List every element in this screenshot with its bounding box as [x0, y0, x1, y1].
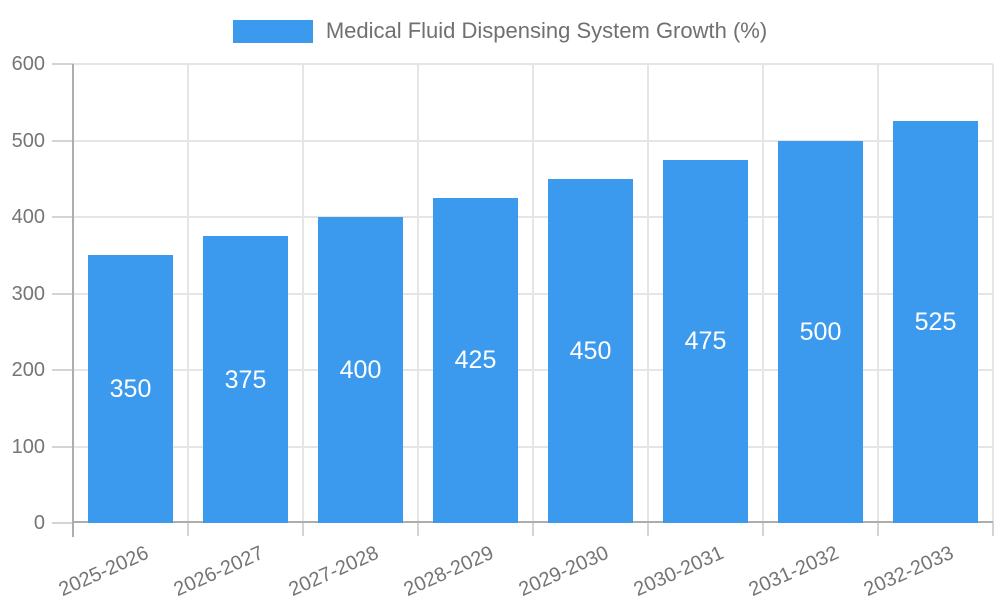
x-axis-tick	[877, 523, 879, 536]
bar[interactable]	[88, 255, 173, 523]
y-axis-tick	[52, 139, 73, 142]
y-axis-tick	[52, 292, 73, 295]
x-gridline	[647, 64, 649, 523]
y-axis-line	[72, 64, 74, 537]
x-gridline	[187, 64, 189, 523]
x-gridline	[762, 64, 764, 523]
bar[interactable]	[893, 121, 978, 523]
bar-value-label: 425	[454, 346, 497, 375]
y-axis-label: 100	[11, 435, 45, 458]
x-axis-tick	[647, 523, 649, 536]
x-axis-line	[73, 521, 993, 523]
y-axis-label: 300	[11, 282, 45, 305]
y-axis-label: 200	[11, 359, 45, 381]
bar-value-label: 450	[569, 336, 612, 365]
legend: Medical Fluid Dispensing System Growth (…	[0, 18, 1000, 44]
y-axis-tick	[52, 369, 73, 371]
x-axis-tick	[187, 523, 189, 536]
x-axis-tick	[302, 523, 304, 536]
legend-label[interactable]: Medical Fluid Dispensing System Growth (…	[325, 18, 768, 43]
x-gridline	[532, 64, 534, 523]
x-axis-tick	[417, 523, 419, 536]
x-axis-tick	[532, 523, 534, 536]
plot-area: 0 100 200 300 400 500 600 350 375 400 425 450 475 500…	[12, 53, 994, 600]
y-axis-label: 0	[33, 512, 45, 534]
bar[interactable]	[663, 159, 748, 523]
bar-value-label: 375	[224, 365, 267, 394]
y-axis-label: 600	[11, 53, 45, 75]
bar-value-label: 475	[684, 327, 727, 356]
bar[interactable]	[548, 178, 633, 523]
y-axis-tick	[52, 216, 73, 218]
bar[interactable]	[318, 217, 403, 523]
bar-value-label: 400	[339, 356, 382, 384]
bar[interactable]	[778, 140, 863, 523]
y-axis-label: 400	[11, 206, 45, 228]
bar-value-label: 350	[109, 375, 152, 404]
bar[interactable]	[433, 197, 518, 523]
x-gridline	[992, 64, 994, 523]
y-axis-label: 500	[11, 129, 45, 152]
x-axis-label: 2025-2026	[55, 542, 152, 600]
bar-value-label: 500	[799, 317, 842, 346]
x-axis-tick	[762, 523, 764, 536]
legend-swatch[interactable]	[232, 19, 313, 43]
x-axis-tick	[992, 523, 994, 536]
x-gridline	[302, 64, 304, 523]
x-gridline	[417, 64, 419, 523]
x-gridline	[877, 64, 879, 523]
bar-value-label: 525	[914, 308, 957, 337]
y-axis-tick	[52, 522, 73, 524]
bar[interactable]	[203, 236, 288, 523]
y-axis-tick	[52, 63, 73, 65]
y-axis-tick	[52, 445, 73, 448]
